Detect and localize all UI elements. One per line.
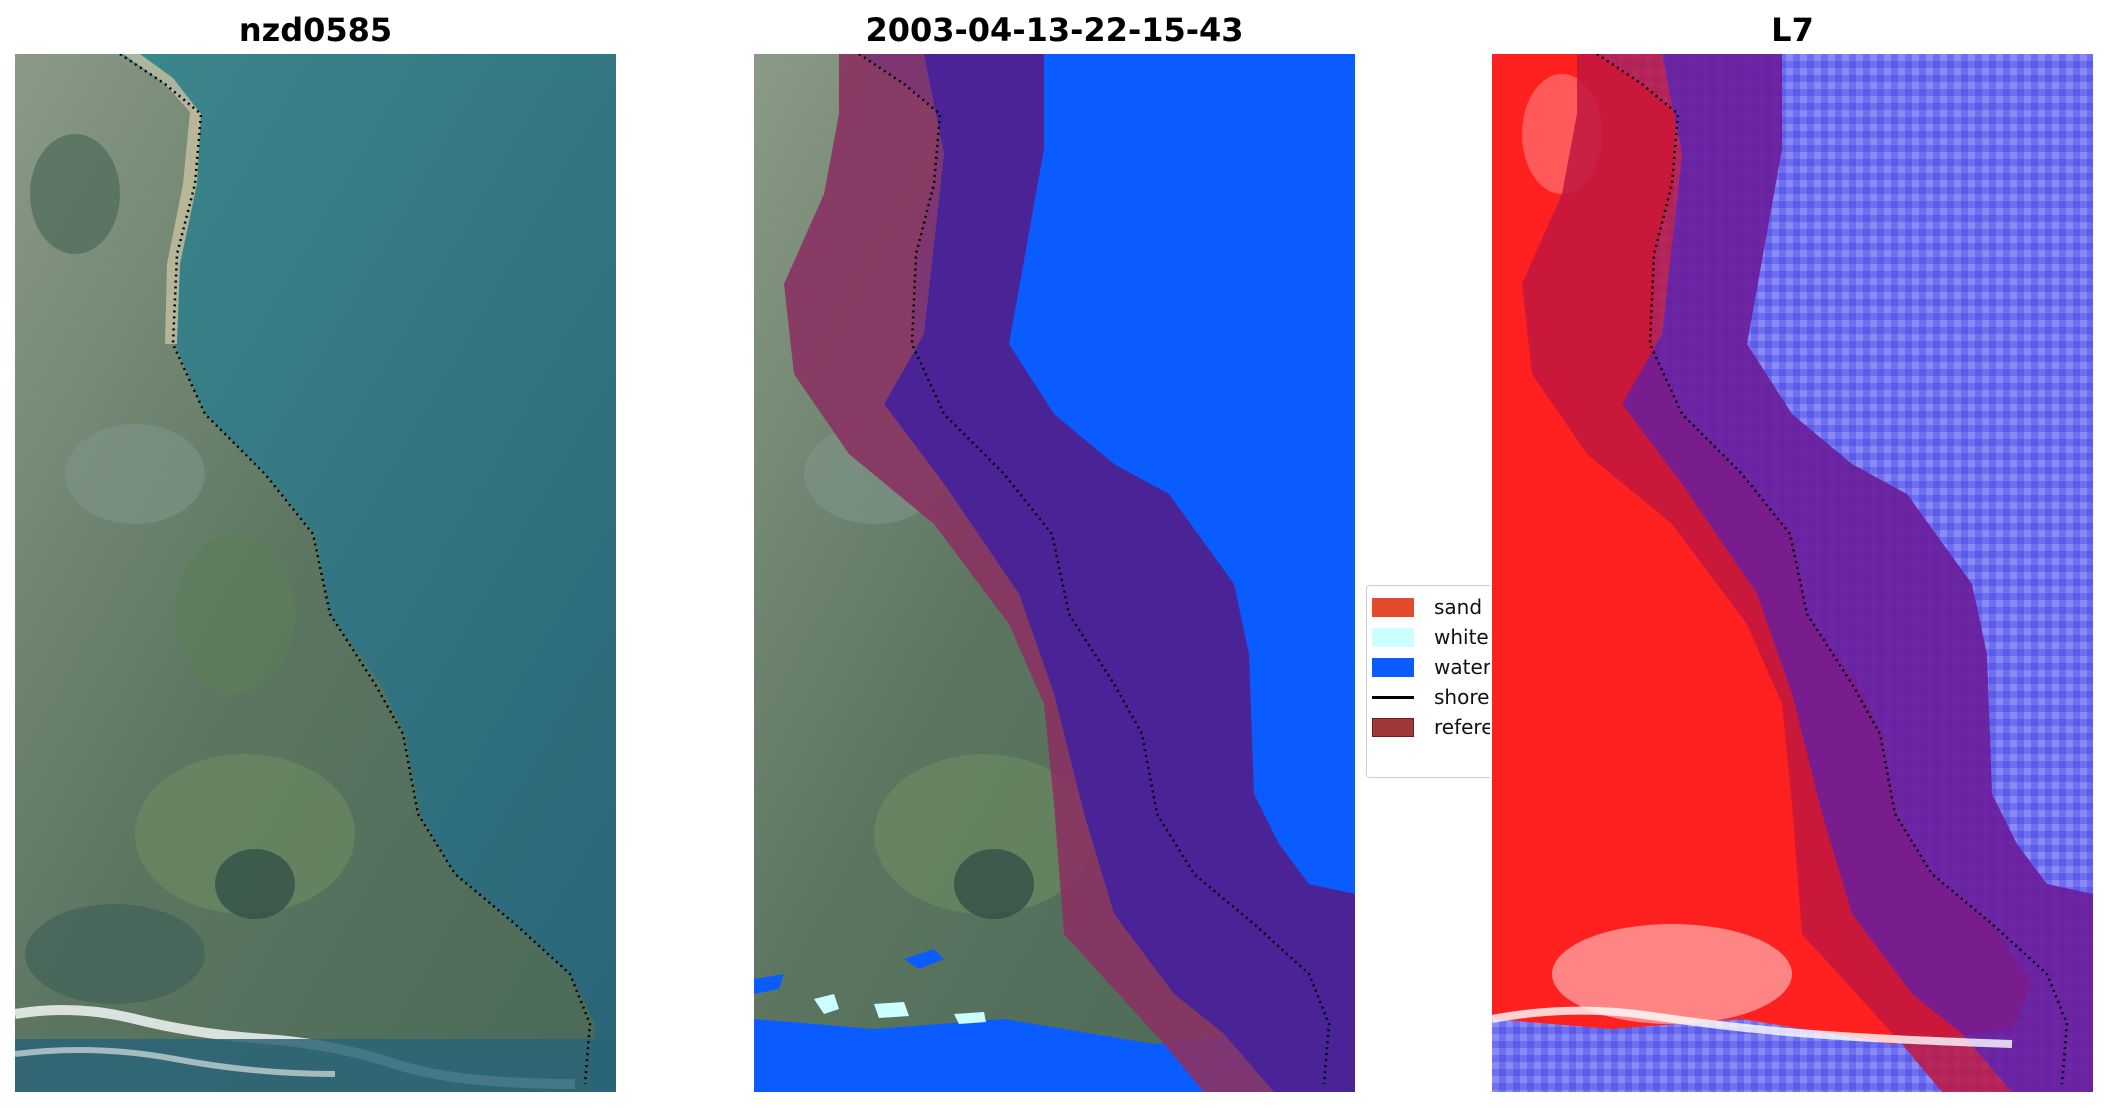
panel-title-rgb: nzd0585 — [238, 11, 393, 49]
sand-swatch — [1372, 597, 1414, 617]
legend-label: reference shoreline buffer — [1434, 715, 1490, 739]
classified-image-panel — [754, 54, 1355, 1092]
buffer-land-side — [784, 54, 1274, 1092]
legend-item-reference-buffer: reference shoreline buffer — [1367, 712, 1490, 742]
water-swatch — [1372, 657, 1414, 677]
buffer-land-side-index — [1522, 54, 2012, 1092]
legend-item-shoreline: shoreline — [1367, 682, 1490, 712]
legend-item-sand: sand — [1367, 592, 1490, 622]
reference-buffer-swatch — [1372, 717, 1414, 737]
beach-strip — [123, 54, 201, 344]
panel-title-index: L7 — [1771, 11, 1814, 49]
index-image — [1492, 54, 2093, 1092]
buffer-water-side — [884, 54, 1355, 1092]
whitewater-swatch — [1372, 627, 1414, 647]
index-image-panel — [1492, 54, 2093, 1092]
panel-title-classified: 2003-04-13-22-15-43 — [865, 11, 1244, 49]
legend-item-water: water — [1367, 652, 1490, 682]
shoreline — [119, 54, 592, 1085]
rgb-image-panel — [15, 54, 616, 1092]
classified-image — [754, 54, 1355, 1092]
legend-label: water — [1434, 655, 1490, 679]
legend-label: sand — [1434, 595, 1483, 619]
whitewater-class — [814, 994, 986, 1024]
rgb-satellite-image — [15, 54, 616, 1092]
shoreline-index — [1596, 54, 2069, 1085]
buffer-water-side-index — [1622, 54, 2093, 1092]
shoreline-classified — [858, 54, 1331, 1085]
legend-label: shoreline — [1434, 685, 1490, 709]
shoreline-swatch — [1372, 695, 1414, 699]
